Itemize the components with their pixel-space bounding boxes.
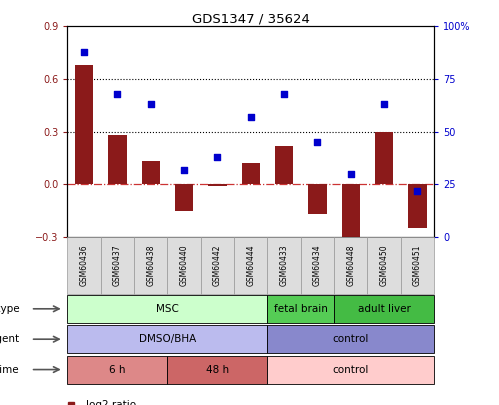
Text: GSM60438: GSM60438 [146,245,155,286]
Point [80,48,88,55]
Point [247,114,254,120]
Bar [134,237,167,294]
Bar [142,162,160,184]
Bar [342,184,360,251]
Text: GSM60444: GSM60444 [246,245,255,286]
Text: time: time [0,364,19,375]
Point [313,139,321,145]
Point [380,101,388,107]
Title: GDS1347 / 35624: GDS1347 / 35624 [192,12,310,25]
Bar [67,237,101,294]
Text: GSM60448: GSM60448 [346,245,355,286]
Point [347,171,355,177]
Text: control: control [333,364,369,375]
Text: GSM60434: GSM60434 [313,245,322,286]
Bar [167,237,201,294]
Bar [67,356,167,384]
Bar [67,295,267,323]
Text: GSM60433: GSM60433 [279,245,288,286]
Text: 6 h: 6 h [109,364,126,375]
Bar [75,65,93,184]
Text: fetal brain: fetal brain [274,304,328,314]
Bar [275,146,293,184]
Bar [401,237,434,294]
Bar [201,237,234,294]
Text: MSC: MSC [156,304,179,314]
Text: GSM60442: GSM60442 [213,245,222,286]
Bar [334,237,367,294]
Bar [375,132,393,184]
Text: 48 h: 48 h [206,364,229,375]
Bar [242,163,260,184]
Bar [267,237,301,294]
Text: GSM60436: GSM60436 [79,245,88,286]
Bar [334,295,434,323]
Text: GSM60437: GSM60437 [113,245,122,286]
Bar [267,356,434,384]
Text: control: control [333,334,369,344]
Text: log2 ratio: log2 ratio [86,400,136,405]
Text: DMSO/BHA: DMSO/BHA [139,334,196,344]
Text: adult liver: adult liver [358,304,411,314]
Text: agent: agent [0,334,19,344]
Point [414,188,422,194]
Point [147,101,155,107]
Bar [267,295,334,323]
Bar [408,184,427,228]
Bar [167,356,267,384]
Bar [301,237,334,294]
Bar [108,135,127,184]
Bar [308,184,327,214]
Bar [67,325,267,353]
Text: cell type: cell type [0,304,19,314]
Bar [367,237,401,294]
Bar [175,184,193,211]
Text: GSM60450: GSM60450 [380,245,389,286]
Text: GSM60451: GSM60451 [413,245,422,286]
Bar [101,237,134,294]
Bar [208,184,227,186]
Bar [267,325,434,353]
Point [113,90,121,97]
Text: GSM60440: GSM60440 [180,245,189,286]
Point [214,153,222,160]
Point [180,166,188,173]
Point [280,90,288,97]
Bar [234,237,267,294]
